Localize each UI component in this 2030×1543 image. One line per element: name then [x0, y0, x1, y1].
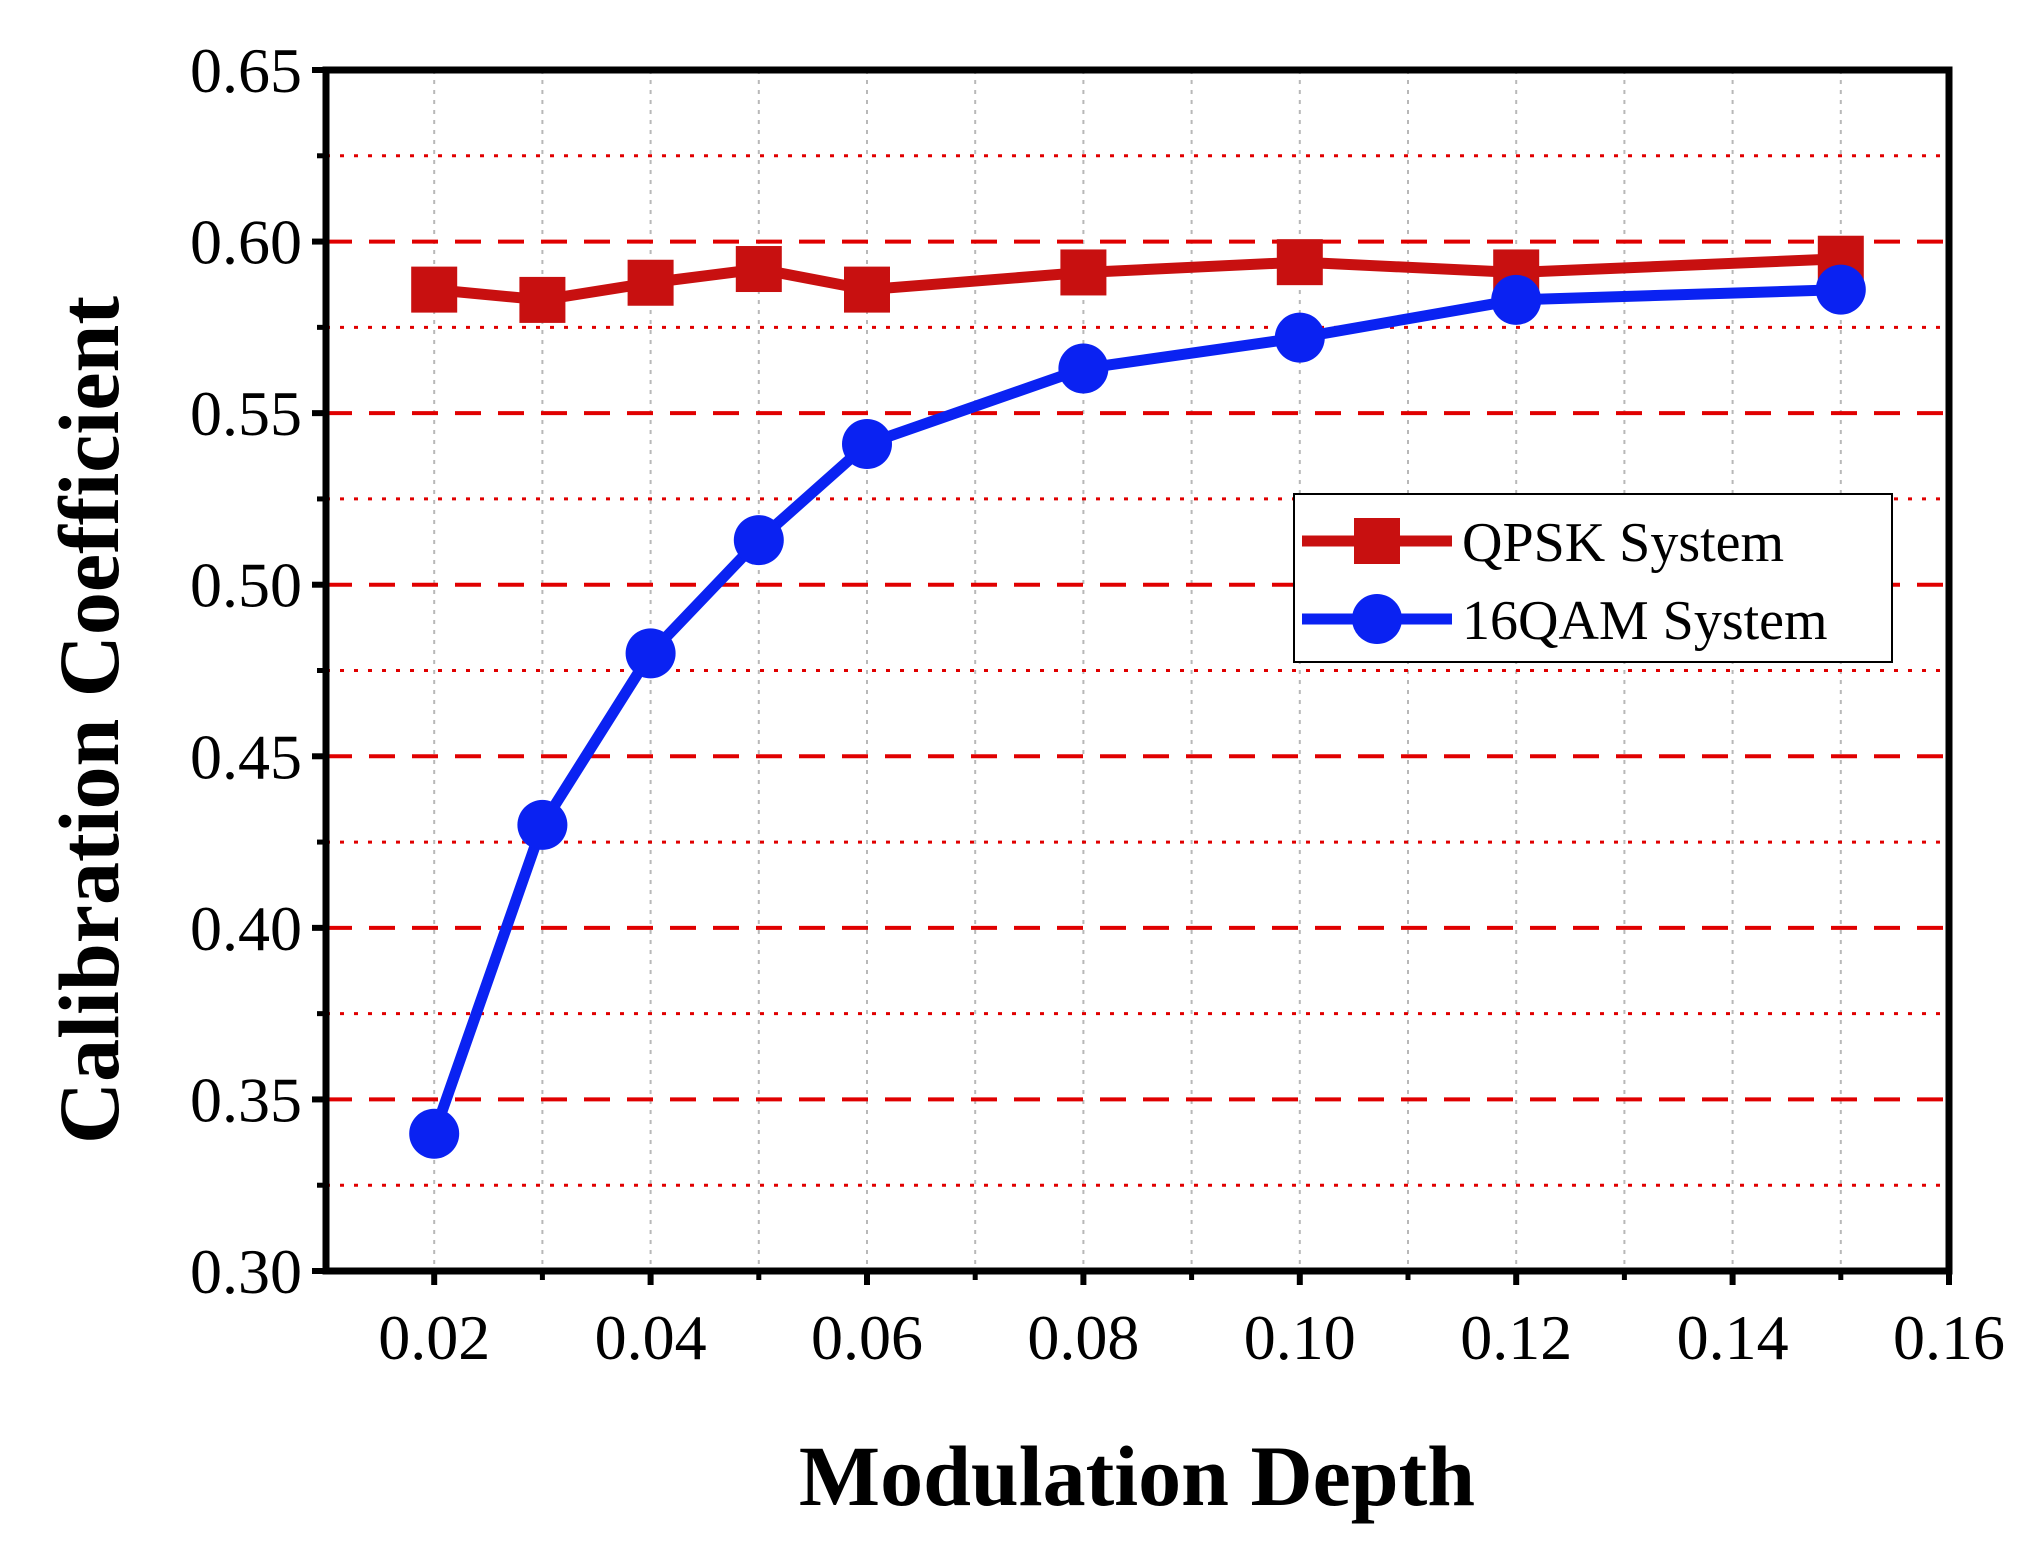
legend-qpsk-label: QPSK System	[1462, 512, 1784, 574]
x-tick-label: 0.16	[1893, 1302, 2005, 1373]
16qam-system-point	[1815, 264, 1866, 315]
y-tick-label: 0.65	[190, 35, 302, 106]
y-tick-label: 0.60	[190, 207, 302, 278]
16qam-system-point	[1274, 312, 1325, 363]
x-tick-label: 0.10	[1244, 1302, 1356, 1373]
tick-label-layer: 0.30 0.35 0.40 0.45 0.50 0.55 0.60 0.65 0.02 0.04…	[190, 35, 2005, 1373]
y-axis-title: Calibration Coefficient	[41, 296, 137, 1144]
qpsk-system-point	[844, 266, 890, 313]
x-tick-label: 0.08	[1027, 1302, 1139, 1373]
qpsk-system-point	[735, 246, 782, 293]
series-layer	[409, 235, 1866, 1159]
16qam-system-point	[517, 799, 568, 850]
tick-layer	[312, 67, 1952, 1285]
qpsk-system-point	[1276, 239, 1323, 286]
y-tick-label: 0.35	[190, 1064, 302, 1135]
x-tick-label: 0.06	[811, 1302, 923, 1373]
legend: QPSK System 16QAM System	[1293, 493, 1893, 663]
16qam-system-point	[842, 419, 892, 470]
y-tick-label: 0.45	[190, 721, 302, 792]
y-tick-label: 0.50	[190, 550, 302, 621]
qpsk-system-point	[519, 276, 566, 323]
legend-16qam-marker	[1352, 594, 1402, 644]
16qam-system-point	[409, 1108, 460, 1159]
qpsk-system-point	[411, 266, 458, 313]
16qam-system-point	[1058, 343, 1109, 394]
x-tick-label: 0.14	[1677, 1302, 1789, 1373]
x-tick-label: 0.02	[378, 1302, 490, 1373]
y-tick-label: 0.40	[190, 893, 302, 964]
x-axis-title: Modulation Depth	[799, 1428, 1475, 1524]
16qam-system-point	[1491, 274, 1542, 325]
qpsk-system-point	[627, 259, 674, 306]
legend-qpsk-marker	[1354, 518, 1400, 564]
16qam-system-point	[625, 628, 676, 679]
qpsk-system-point	[1060, 249, 1107, 296]
y-tick-label: 0.55	[190, 378, 302, 449]
16qam-system-point	[733, 515, 784, 566]
y-tick-label: 0.30	[190, 1236, 302, 1307]
x-tick-label: 0.12	[1460, 1302, 1572, 1373]
legend-16qam-label: 16QAM System	[1462, 590, 1828, 652]
x-tick-label: 0.04	[595, 1302, 707, 1373]
